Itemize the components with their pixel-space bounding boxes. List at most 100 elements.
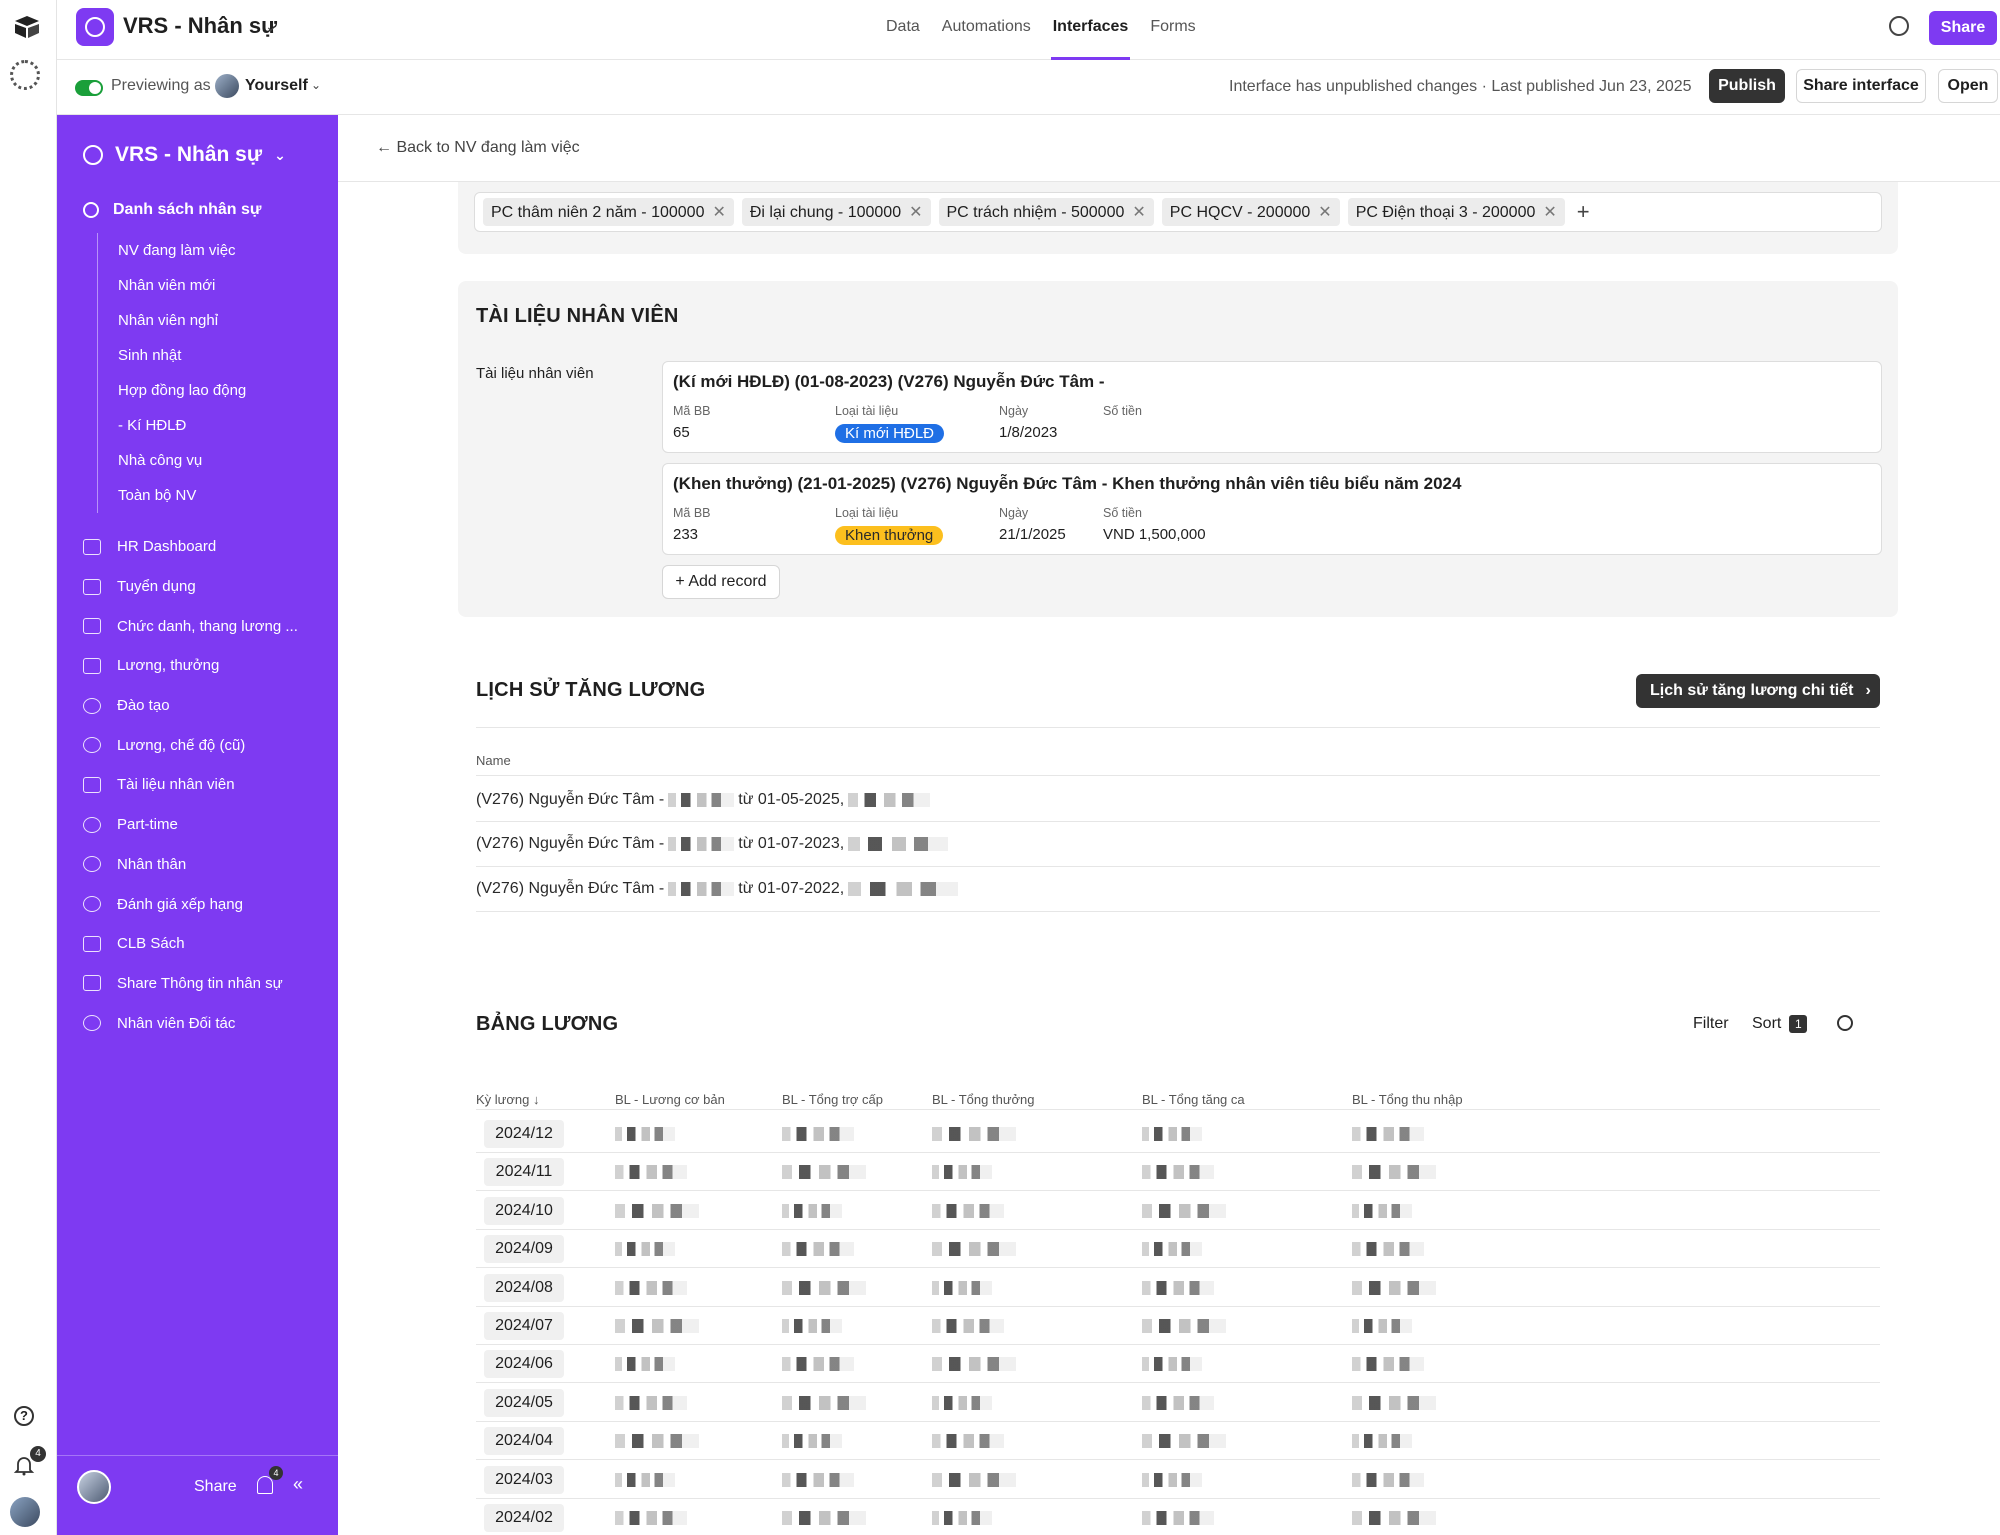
sidebar-subitem[interactable]: - Kí HĐLĐ bbox=[118, 417, 187, 434]
close-icon[interactable]: ✕ bbox=[1543, 204, 1557, 221]
preview-toggle[interactable] bbox=[75, 80, 103, 96]
close-icon[interactable]: ✕ bbox=[1318, 204, 1332, 221]
payroll-row[interactable]: 2024/04 bbox=[338, 1422, 2000, 1461]
allowance-chip[interactable]: PC Điện thoại 3 - 200000 ✕ bbox=[1347, 198, 1565, 226]
history-icon[interactable] bbox=[1889, 16, 1909, 36]
preview-avatar bbox=[215, 74, 239, 98]
airtable-logo-icon[interactable] bbox=[12, 12, 42, 42]
add-record-button[interactable]: + Add record bbox=[662, 565, 780, 599]
tab-interfaces[interactable]: Interfaces bbox=[1050, 0, 1131, 60]
sidebar-subitem[interactable]: Nhân viên nghỉ bbox=[118, 312, 219, 329]
share-button[interactable]: Share bbox=[1929, 11, 1997, 45]
sidebar-subitem[interactable]: Nhà công vụ bbox=[118, 452, 203, 469]
sidebar-item-danh-gia[interactable]: Đánh giá xếp hạng bbox=[83, 884, 298, 924]
sidebar-subitem[interactable]: Nhân viên mới bbox=[118, 277, 216, 294]
publish-button[interactable]: Publish bbox=[1709, 69, 1785, 103]
doc-record-card[interactable]: (Kí mới HĐLĐ) (01-08-2023) (V276) Nguyễn… bbox=[662, 361, 1882, 453]
sidebar-subitem[interactable]: Sinh nhật bbox=[118, 347, 182, 364]
redacted-block bbox=[932, 1319, 1004, 1333]
add-icon[interactable]: + bbox=[1576, 199, 1590, 224]
payroll-row[interactable]: 2024/08 bbox=[338, 1269, 2000, 1307]
chevron-down-icon[interactable]: ⌄ bbox=[311, 78, 322, 92]
allowance-chip[interactable]: PC HQCV - 200000 ✕ bbox=[1161, 198, 1340, 226]
column-header-ky-luong[interactable]: Kỳ lương ↓ bbox=[476, 1092, 540, 1107]
docs-section-title: TÀI LIỆU NHÂN VIÊN bbox=[476, 305, 679, 327]
record-field: Ngày 1/8/2023 bbox=[999, 404, 1057, 441]
redacted-block bbox=[932, 1280, 992, 1295]
lightbulb-icon bbox=[83, 697, 101, 714]
avatar[interactable] bbox=[77, 1470, 111, 1504]
sidebar-item-luong-thuong[interactable]: Lương, thưởng bbox=[83, 646, 298, 686]
payroll-row[interactable]: 2024/03 bbox=[338, 1461, 2000, 1499]
sidebar-item-doi-tac[interactable]: Nhân viên Đối tác bbox=[83, 1003, 298, 1043]
payroll-row[interactable]: 2024/06 bbox=[338, 1345, 2000, 1384]
allowance-chip[interactable]: Đi lại chung - 100000 ✕ bbox=[741, 198, 931, 226]
sidebar-subitem[interactable]: Toàn bộ NV bbox=[118, 487, 197, 504]
sidebar-item-label: Tài liệu nhân viên bbox=[117, 776, 235, 794]
sidebar-header[interactable]: VRS - Nhân sự ⌄ bbox=[83, 143, 286, 167]
payroll-row[interactable]: 2024/11 bbox=[338, 1153, 2000, 1192]
history-row[interactable]: (V276) Nguyễn Đức Tâm - từ 01-05-2025, bbox=[476, 791, 931, 809]
user-avatar[interactable] bbox=[10, 1497, 40, 1527]
tab-automations[interactable]: Automations bbox=[941, 18, 1031, 35]
allowance-chip[interactable]: PC thâm niên 2 năm - 100000 ✕ bbox=[483, 198, 734, 226]
history-row[interactable]: (V276) Nguyễn Đức Tâm - từ 01-07-2023, bbox=[476, 835, 949, 853]
column-header-tong-tang-ca[interactable]: BL - Tổng tăng ca bbox=[1142, 1092, 1245, 1107]
allowance-chips-field[interactable]: PC thâm niên 2 năm - 100000 ✕ Đi lại chun… bbox=[474, 192, 1882, 232]
sidebar-share-button[interactable]: Share bbox=[194, 1478, 237, 1495]
history-date: từ 01-07-2022, bbox=[738, 880, 845, 897]
column-header-tong-thu-nhap[interactable]: BL - Tổng thu nhập bbox=[1352, 1092, 1463, 1107]
salary-history-detail-button[interactable]: Lịch sử tăng lương chi tiết › bbox=[1636, 674, 1880, 708]
column-header-luong-co-ban[interactable]: BL - Lương cơ bản bbox=[615, 1092, 725, 1107]
column-header-tong-tro-cap[interactable]: BL - Tổng trợ cấp bbox=[782, 1092, 884, 1107]
close-icon[interactable]: ✕ bbox=[712, 204, 726, 221]
period-cell: 2024/11 bbox=[484, 1158, 564, 1187]
doc-record-card[interactable]: (Khen thưởng) (21-01-2025) (V276) Nguyễn… bbox=[662, 463, 1882, 555]
payroll-row[interactable]: 2024/12 bbox=[338, 1115, 2000, 1153]
close-icon[interactable]: ✕ bbox=[909, 204, 923, 221]
payroll-row[interactable]: 2024/10 bbox=[338, 1192, 2000, 1230]
sidebar-item-tuyen-dung[interactable]: Tuyển dụng bbox=[83, 567, 298, 607]
notification-bell-icon[interactable] bbox=[13, 1454, 35, 1476]
sidebar-subitem[interactable]: NV đang làm việc bbox=[118, 242, 236, 259]
divider bbox=[476, 1420, 1880, 1422]
payroll-row[interactable]: 2024/02 bbox=[338, 1499, 2000, 1535]
history-row[interactable]: (V276) Nguyễn Đức Tâm - từ 01-07-2022, bbox=[476, 880, 959, 898]
share-interface-button[interactable]: Share interface bbox=[1796, 69, 1926, 103]
sidebar-item-clb-sach[interactable]: CLB Sách bbox=[83, 924, 298, 964]
payroll-row[interactable]: 2024/09 bbox=[338, 1230, 2000, 1269]
tab-forms[interactable]: Forms bbox=[1150, 18, 1196, 35]
column-header-tong-thuong[interactable]: BL - Tổng thưởng bbox=[932, 1092, 1035, 1107]
sidebar-item-luong-che-do[interactable]: Lương, chế độ (cũ) bbox=[83, 725, 298, 765]
close-icon[interactable]: ✕ bbox=[1132, 204, 1146, 221]
open-button[interactable]: Open bbox=[1938, 69, 1998, 103]
collapse-sidebar-icon[interactable]: « bbox=[293, 1474, 304, 1494]
sidebar-item-share-thong-tin[interactable]: Share Thông tin nhân sự bbox=[83, 964, 298, 1004]
payroll-row[interactable]: 2024/05 bbox=[338, 1384, 2000, 1422]
period-cell: 2024/04 bbox=[484, 1427, 564, 1456]
search-icon[interactable] bbox=[1837, 1015, 1853, 1031]
notification-bell-icon[interactable] bbox=[257, 1476, 273, 1494]
tab-data[interactable]: Data bbox=[886, 18, 920, 35]
app-title[interactable]: VRS - Nhân sự bbox=[123, 13, 278, 38]
back-link[interactable]: ← Back to NV đang làm việc bbox=[376, 139, 580, 156]
redacted-block bbox=[1352, 1203, 1412, 1218]
payroll-row[interactable]: 2024/07 bbox=[338, 1307, 2000, 1345]
sidebar-item-nhan-than[interactable]: Nhân thân bbox=[83, 845, 298, 885]
preview-user-select[interactable]: Yourself bbox=[245, 77, 308, 94]
sidebar-subitem[interactable]: Hợp đồng lao động bbox=[118, 382, 247, 399]
redacted-block bbox=[615, 1165, 687, 1180]
allowance-chip[interactable]: PC trách nhiệm - 500000 ✕ bbox=[938, 198, 1154, 226]
sidebar-item-hr-dashboard[interactable]: HR Dashboard bbox=[83, 527, 298, 567]
chevron-down-icon[interactable]: ⌄ bbox=[265, 18, 277, 34]
app-icon[interactable] bbox=[76, 8, 114, 46]
sidebar-item-part-time[interactable]: Part-time bbox=[83, 805, 298, 845]
sidebar-item-tai-lieu[interactable]: Tài liệu nhân viên bbox=[83, 765, 298, 805]
sort-button[interactable]: Sort 1 bbox=[1752, 1015, 1808, 1033]
sidebar-section-danh-sach[interactable]: Danh sách nhân sự bbox=[83, 201, 262, 219]
divider bbox=[476, 1382, 1880, 1384]
sidebar-item-chuc-danh[interactable]: Chức danh, thang lương ... bbox=[83, 606, 298, 646]
help-icon[interactable]: ? bbox=[14, 1406, 34, 1426]
sidebar-item-dao-tao[interactable]: Đào tạo bbox=[83, 686, 298, 726]
filter-button[interactable]: Filter bbox=[1693, 1015, 1729, 1032]
